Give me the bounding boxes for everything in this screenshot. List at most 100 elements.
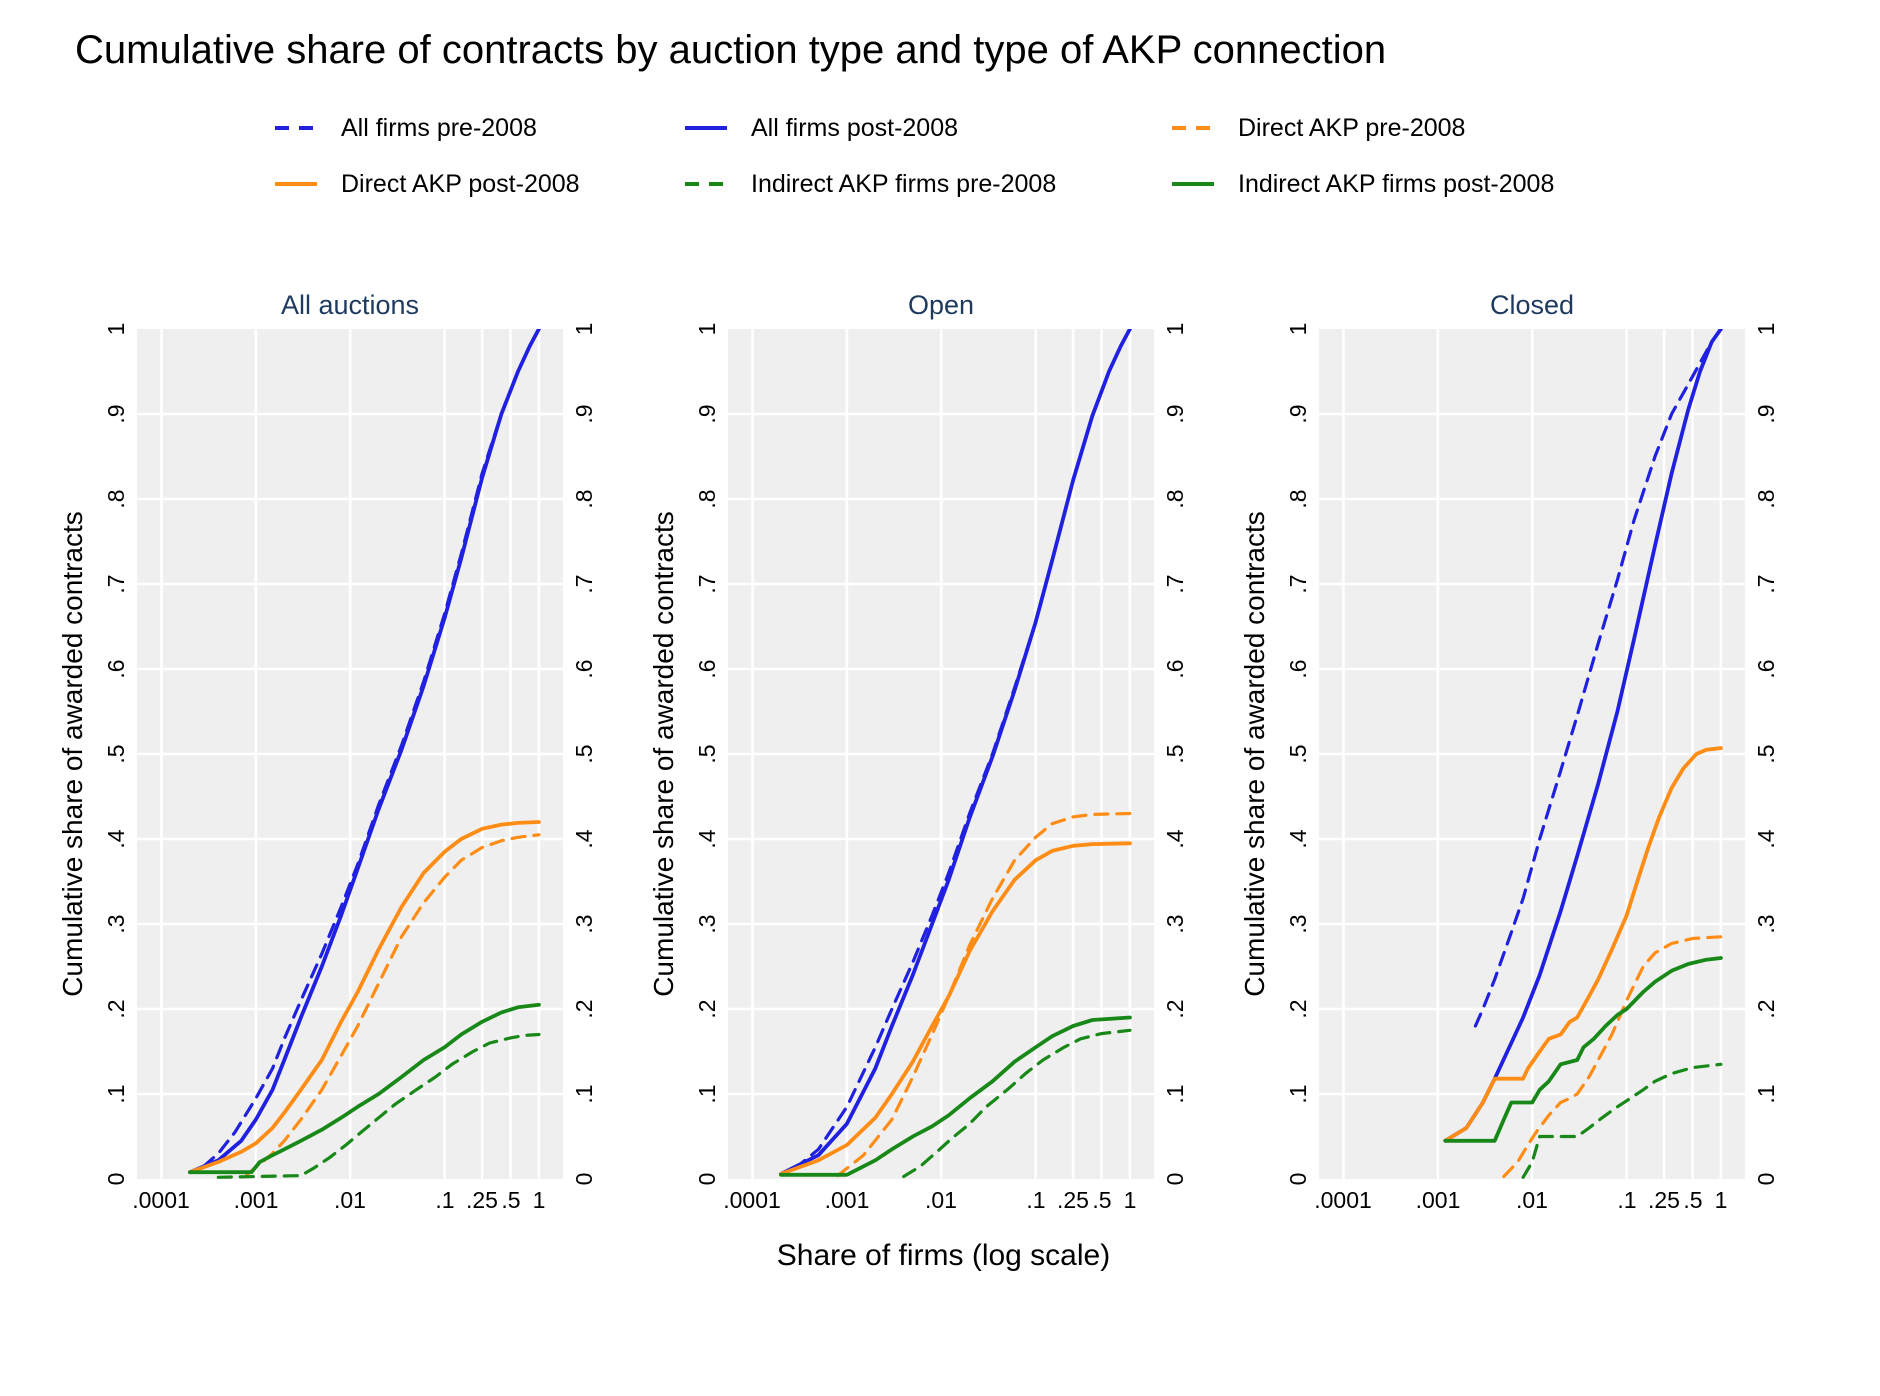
y-tick-label: .1 (1162, 1084, 1188, 1104)
x-tick-label: .5 (1683, 1187, 1703, 1213)
y-tick-label: .9 (1162, 404, 1188, 424)
series-line (1443, 956, 1723, 1143)
panel-xticks-2: .0001 .001 .01 .1 .25.5 1 (1314, 1179, 1745, 1225)
charts-row: All auctions Cumulative share of awarded… (50, 285, 1880, 1225)
y-tick-label: .4 (694, 829, 720, 849)
y-tick-label: .6 (1753, 659, 1779, 679)
y-tick-label: .2 (694, 999, 720, 1019)
x-tick-label: 1 (1123, 1187, 1137, 1213)
series-line (1521, 1062, 1723, 1179)
y-tick-label: .8 (1162, 489, 1188, 509)
y-tick-label: .5 (103, 744, 129, 764)
x-tick-label: .0001 (132, 1187, 190, 1213)
dashed-line-key-icon (685, 182, 727, 186)
y-tick-label: .3 (103, 914, 129, 934)
legend-label: Direct AKP post-2008 (341, 169, 580, 198)
series-line (836, 811, 1132, 1178)
series-line (188, 329, 541, 1175)
y-tick-label: .1 (571, 1084, 597, 1104)
y-tick-label: .8 (1753, 489, 1779, 509)
gridlines (728, 329, 1154, 1179)
legend-item: Direct AKP post-2008 (273, 169, 683, 199)
y-tick-label: .9 (694, 404, 720, 424)
panel-all-auctions: All auctions Cumulative share of awarded… (50, 285, 605, 1225)
y-tick-label: .6 (1162, 659, 1188, 679)
y-tick-label: .3 (571, 914, 597, 934)
x-tick-label: .1 (435, 1187, 455, 1213)
y-tick-label: 1 (1162, 322, 1188, 336)
y-tick-label: .6 (571, 659, 597, 679)
y-tick-label: .7 (694, 574, 720, 594)
y-tick-label: .5 (1753, 744, 1779, 764)
y-tick-label: .6 (103, 659, 129, 679)
y-tick-label: .4 (103, 829, 129, 849)
y-tick-label: .1 (1753, 1084, 1779, 1104)
panel-plot-0 (137, 329, 563, 1179)
series-line (779, 1015, 1132, 1177)
y-tick-label: .2 (1162, 999, 1188, 1019)
y-tick-label: .7 (571, 574, 597, 594)
x-tick-label: .01 (925, 1187, 957, 1213)
y-tick-label: .3 (1162, 914, 1188, 934)
series-line (902, 1028, 1132, 1179)
legend-label: Indirect AKP firms post-2008 (1238, 169, 1555, 198)
x-tick-label: .5 (501, 1187, 521, 1213)
legend-item: Indirect AKP firms post-2008 (1170, 169, 1730, 199)
y-axis-title: Cumulative share of awarded contracts (1238, 511, 1270, 997)
y-tick-label: .9 (103, 404, 129, 424)
x-tick-label: 1 (1714, 1187, 1728, 1213)
y-tick-label: 1 (694, 322, 720, 336)
y-tick-label: .2 (1285, 999, 1311, 1019)
panel-yticks-left-0: 0.1.2.3.4.5.6.7.8.9 1 (95, 323, 137, 1186)
dashed-line-key-icon (275, 126, 317, 130)
x-tick-label: .25 (466, 1187, 498, 1213)
panel-title: Open (907, 290, 975, 320)
solid-line-key-icon (275, 182, 317, 186)
series-line (779, 329, 1132, 1176)
x-tick-label: .001 (1415, 1187, 1461, 1213)
x-tick-label: .0001 (723, 1187, 781, 1213)
series-line (1443, 746, 1723, 1143)
panel-plot-2 (1319, 329, 1745, 1179)
y-tick-label: .5 (1162, 744, 1188, 764)
y-tick-label: .4 (1753, 829, 1779, 849)
legend-label: Indirect AKP firms pre-2008 (751, 169, 1057, 198)
legend-label: All firms pre-2008 (341, 113, 537, 142)
series-line (1473, 329, 1723, 1028)
y-tick-label: .1 (694, 1084, 720, 1104)
panel-xticks-1: .0001 .001 .01 .1 .25.5 1 (723, 1179, 1154, 1225)
gridlines (1319, 329, 1745, 1179)
y-tick-label: .7 (1162, 574, 1188, 594)
legend: All firms pre-2008 All firms post-2008 D… (273, 113, 1880, 199)
y-tick-label: .3 (694, 914, 720, 934)
series-line (188, 820, 541, 1175)
legend-item: Direct AKP pre-2008 (1170, 113, 1730, 143)
chart-title: Cumulative share of contracts by auction… (75, 28, 1387, 72)
x-tick-label: .01 (1516, 1187, 1548, 1213)
y-axis-title: Cumulative share of awarded contracts (647, 511, 679, 997)
y-tick-label: .9 (1753, 404, 1779, 424)
y-tick-label: .1 (103, 1084, 129, 1104)
series-line (245, 833, 541, 1177)
panel-xticks-0: .0001 .001 .01 .1 .25.5 1 (132, 1179, 563, 1225)
panel-yticks-right-2: 0.1.2.3.4.5.6.7.8.9 1 (1745, 323, 1787, 1186)
y-tick-label: .5 (571, 744, 597, 764)
x-tick-label: .01 (334, 1187, 366, 1213)
y-tick-label: 1 (571, 322, 597, 336)
legend-item: Indirect AKP firms pre-2008 (683, 169, 1170, 199)
y-tick-label: 1 (103, 322, 129, 336)
panel-title: All auctions (280, 290, 420, 320)
y-tick-label: .2 (1753, 999, 1779, 1019)
solid-line-key-icon (685, 126, 727, 130)
panel-yticks-right-0: 0.1.2.3.4.5.6.7.8.9 1 (563, 323, 605, 1186)
legend-label: Direct AKP pre-2008 (1238, 113, 1466, 142)
y-tick-label: .4 (1285, 829, 1311, 849)
y-tick-label: .1 (1285, 1084, 1311, 1104)
x-axis-title: Share of firms (log scale) (776, 1239, 1111, 1272)
solid-line-key-icon (1172, 182, 1214, 186)
panel-closed: Closed Cumulative share of awarded contr… (1232, 285, 1787, 1225)
x-tick-label: .5 (1092, 1187, 1112, 1213)
panel-plot-1 (728, 329, 1154, 1179)
x-tick-label: .25 (1057, 1187, 1089, 1213)
y-tick-label: .5 (1285, 744, 1311, 764)
